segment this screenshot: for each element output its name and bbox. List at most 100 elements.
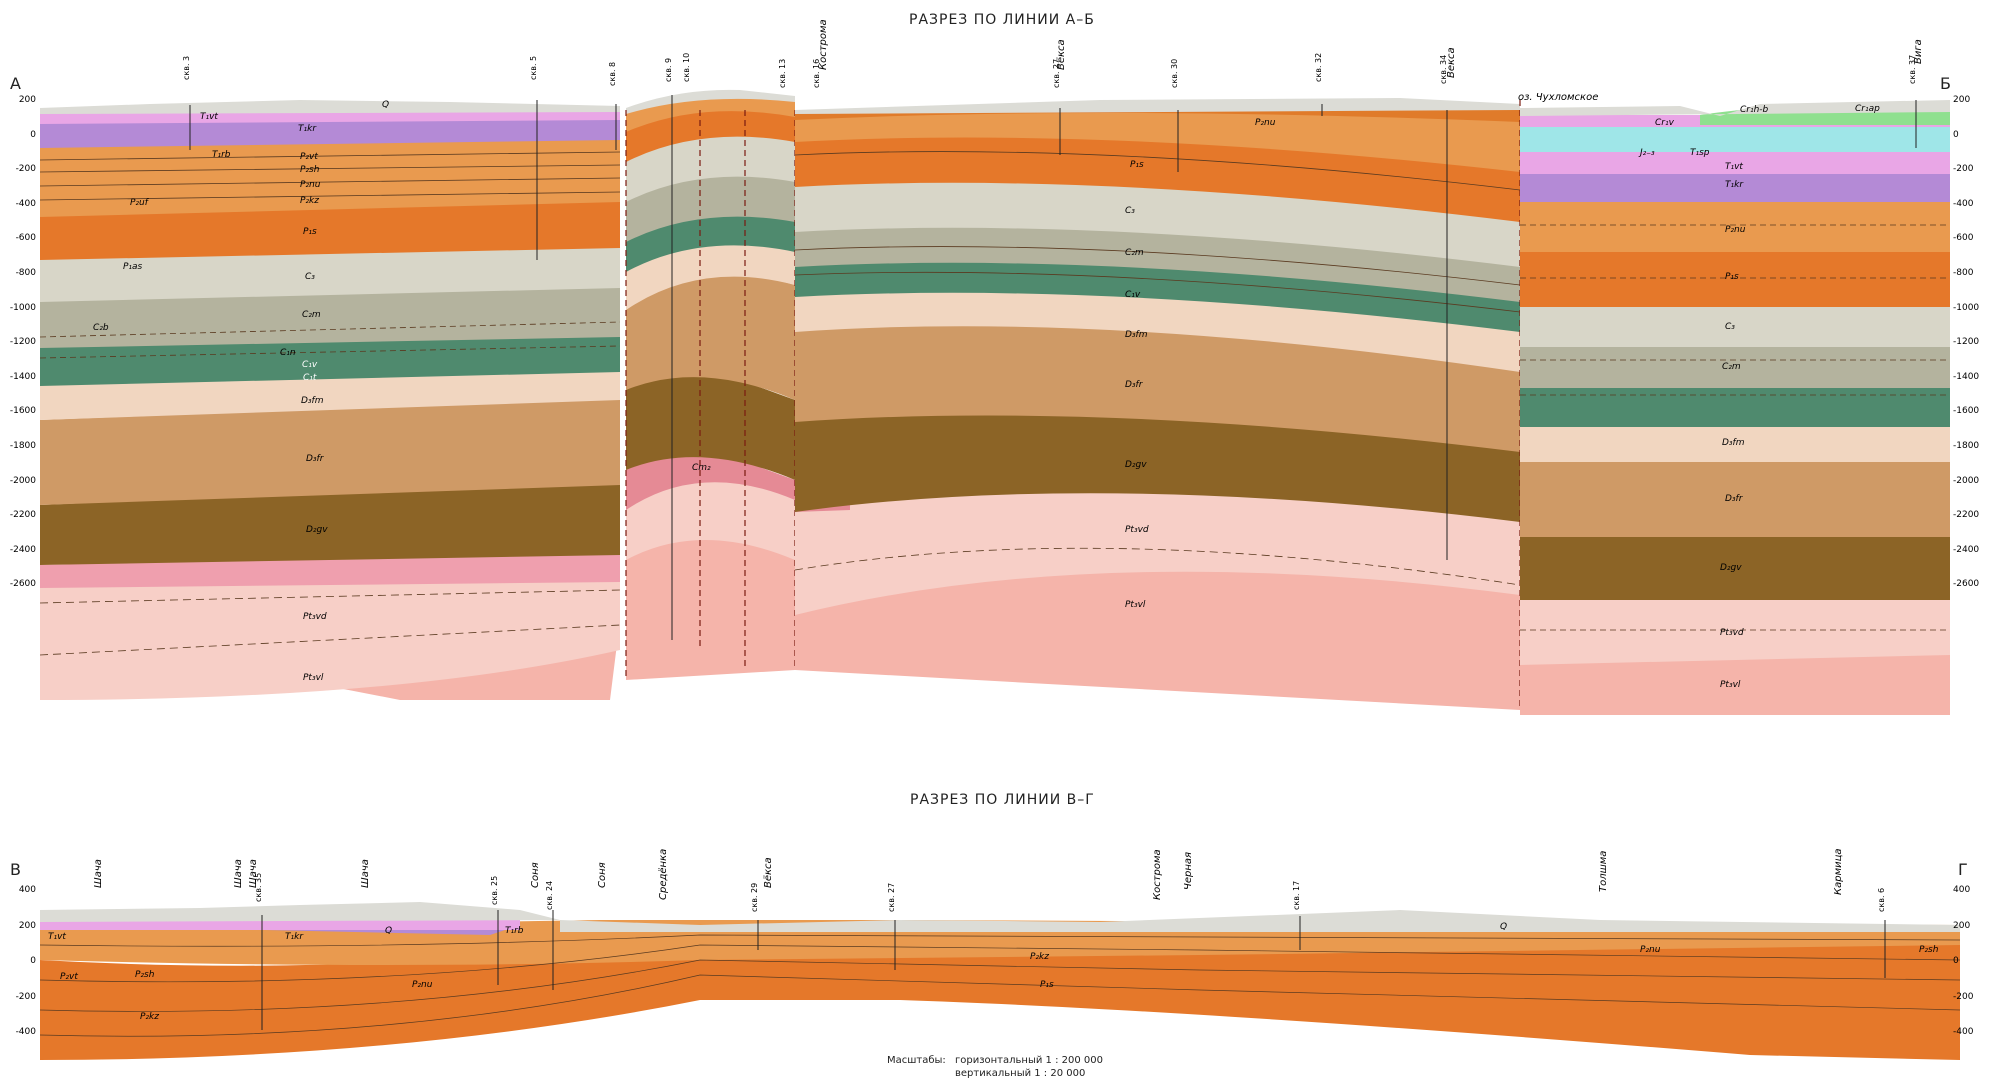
vg-label-T1vt: T₁vt bbox=[48, 932, 66, 942]
ab-label-Pt3vl: Pt₃vl bbox=[303, 673, 324, 683]
ab-label-C1v-center: C₁v bbox=[1125, 290, 1141, 300]
vg-river-shacha-2: Шача bbox=[233, 859, 244, 888]
layer-D3fr bbox=[40, 398, 620, 505]
axis-tick-label: -600 bbox=[1953, 233, 1974, 244]
ab-label-P1s: P₁s bbox=[303, 227, 317, 237]
ab-label-D3fr-center: D₃fr bbox=[1125, 380, 1143, 390]
profile-vg-section bbox=[39, 902, 1961, 1060]
ab-label-C2m: C₂m bbox=[302, 310, 321, 320]
axis-tick-label: -2000 bbox=[9, 475, 36, 486]
ab-label-D2gv-center: D₂gv bbox=[1125, 460, 1147, 470]
vg-well-29: скв. 29 bbox=[750, 882, 759, 912]
axis-tick-label: 0 bbox=[1953, 129, 1959, 140]
layer-Pt3vd-pink bbox=[40, 555, 620, 588]
vg-well-27: скв. 27 bbox=[887, 882, 896, 912]
ab-label-Pt3vd: Pt₃vd bbox=[303, 612, 327, 622]
axis-tick-label: -2600 bbox=[9, 579, 36, 590]
axis-tick-label: 200 bbox=[1953, 920, 1971, 931]
axis-tick-label: 200 bbox=[18, 920, 36, 931]
ab-label-T1rb: T₁rb bbox=[212, 150, 231, 160]
ab-label-C3: C₃ bbox=[305, 272, 315, 282]
vg-river-shacha-3: Шача bbox=[248, 859, 259, 888]
ab-label-Cr1ap: Cr₁ap bbox=[1855, 104, 1880, 114]
ab-river-veksa: Векса bbox=[1446, 47, 1457, 78]
vg-label-Q: Q bbox=[385, 926, 393, 936]
axis-tick-label: -1200 bbox=[9, 337, 36, 348]
ab-label-P2kz: P₂kz bbox=[300, 196, 319, 206]
axis-tick-label: -200 bbox=[15, 164, 36, 175]
vg-well-25: скв. 25 bbox=[490, 875, 499, 905]
ab-label-P1as: P₁as bbox=[123, 262, 143, 272]
vg-well-6: скв. 6 bbox=[1877, 887, 1886, 912]
axis-tick-label: 200 bbox=[1953, 95, 1971, 105]
axis-tick-label: -2400 bbox=[1953, 544, 1980, 555]
axis-tick-label: -800 bbox=[15, 268, 36, 278]
axis-tick-label: -400 bbox=[1953, 198, 1974, 209]
ab-well-30: скв. 30 bbox=[1170, 58, 1179, 88]
ab-label-P2nu-right: P₂nu bbox=[1725, 225, 1746, 235]
axis-tick-label: -400 bbox=[15, 198, 36, 209]
ab-lake: оз. Чухломское bbox=[1518, 92, 1599, 103]
ab-label-C2m-center: C₂m bbox=[1125, 248, 1144, 258]
ab-label-T1kr: T₁kr bbox=[298, 124, 317, 134]
ab-river-vyoksa: Вёкса bbox=[1056, 39, 1067, 70]
ab-label-P1s-right: P₁s bbox=[1725, 272, 1739, 282]
axis-tick-label: -2400 bbox=[9, 544, 36, 555]
axis-tick-label: -1600 bbox=[1953, 406, 1980, 417]
ab-label-C1n: C₁n bbox=[280, 348, 296, 358]
vg-river-shacha-4: Шача bbox=[360, 859, 371, 888]
ab-label-P2nu: P₂nu bbox=[300, 180, 321, 190]
ab-well-9: скв. 9 bbox=[664, 57, 673, 82]
vg-label-P2kz: P₂kz bbox=[140, 1012, 159, 1022]
axis-tick-label: 0 bbox=[30, 956, 36, 966]
ab-label-C1v: C₁v bbox=[302, 360, 318, 370]
ab-label-P2vt: P₂vt bbox=[300, 152, 318, 162]
vg-river-tolshma: Толшма bbox=[1598, 850, 1609, 892]
profile-vg-title: РАЗРЕЗ ПО ЛИНИИ В–Г bbox=[910, 792, 1095, 808]
ab-label-D3fr-right: D₃fr bbox=[1725, 494, 1743, 504]
ab-label-T1vt-right: T₁vt bbox=[1725, 162, 1743, 172]
ab-label-C2b: C₂b bbox=[93, 323, 109, 333]
vg-river-vyoksa: Вёкса bbox=[763, 857, 774, 888]
profile-ab-title: РАЗРЕЗ ПО ЛИНИИ А–Б bbox=[909, 12, 1095, 28]
ab-label-P2sh: P₂sh bbox=[300, 165, 320, 175]
ab-right-block bbox=[1520, 100, 1950, 715]
ab-middle-block bbox=[625, 89, 796, 680]
axis-tick-label: -1000 bbox=[1953, 302, 1980, 313]
ab-label-C1t: C₁t bbox=[303, 373, 317, 383]
scale-label: Масштабы: bbox=[887, 1055, 946, 1066]
vg-river-sonya-2: Соня bbox=[597, 862, 608, 888]
axis-tick-label: -2200 bbox=[9, 510, 36, 521]
vg-river-karmitsa: Кармица bbox=[1833, 848, 1844, 895]
layer-Pt3vd bbox=[40, 578, 620, 700]
ab-label-Pt3vl-right: Pt₃vl bbox=[1720, 680, 1741, 690]
scale-vertical: вертикальный 1 : 20 000 bbox=[954, 1068, 1086, 1079]
layer-D2gv bbox=[40, 480, 620, 565]
vg-river-shacha-1: Шача bbox=[93, 859, 104, 888]
axis-tick-label: -1200 bbox=[1953, 337, 1980, 348]
layer-P1s bbox=[40, 200, 620, 260]
vg-label-T1kr: T₁kr bbox=[285, 932, 304, 942]
axis-tick-label: -1800 bbox=[1953, 441, 1980, 451]
layer-T1kr bbox=[40, 118, 620, 148]
axis-tick-label: -2000 bbox=[1953, 475, 1980, 486]
axis-tick-label: -2200 bbox=[1953, 510, 1980, 521]
ab-label-Cm2: Cm₂ bbox=[692, 463, 711, 473]
vg-label-T1rb: T₁rb bbox=[505, 926, 524, 936]
ab-label-D2gv: D₂gv bbox=[306, 525, 328, 535]
vg-label-P1s: P₁s bbox=[1040, 980, 1054, 990]
axis-tick-label: 0 bbox=[1953, 956, 1959, 966]
ab-label-T1vt: T₁vt bbox=[200, 112, 218, 122]
axis-tick-label: 400 bbox=[1953, 885, 1971, 895]
axis-tick-label: -1600 bbox=[9, 406, 36, 417]
ab-label-Pt3vd-center: Pt₃vd bbox=[1125, 525, 1149, 535]
ab-label-D3fm: D₃fm bbox=[301, 396, 324, 406]
vg-well-24: скв. 24 bbox=[545, 880, 554, 910]
profile-ab-section bbox=[39, 89, 1950, 715]
axis-tick-label: -1800 bbox=[9, 441, 36, 451]
layer-C3 bbox=[40, 246, 620, 302]
axis-tick-label: -800 bbox=[1953, 268, 1974, 278]
ab-well-8: скв. 8 bbox=[608, 61, 617, 86]
ab-label-D3fm-right: D₃fm bbox=[1722, 438, 1745, 448]
